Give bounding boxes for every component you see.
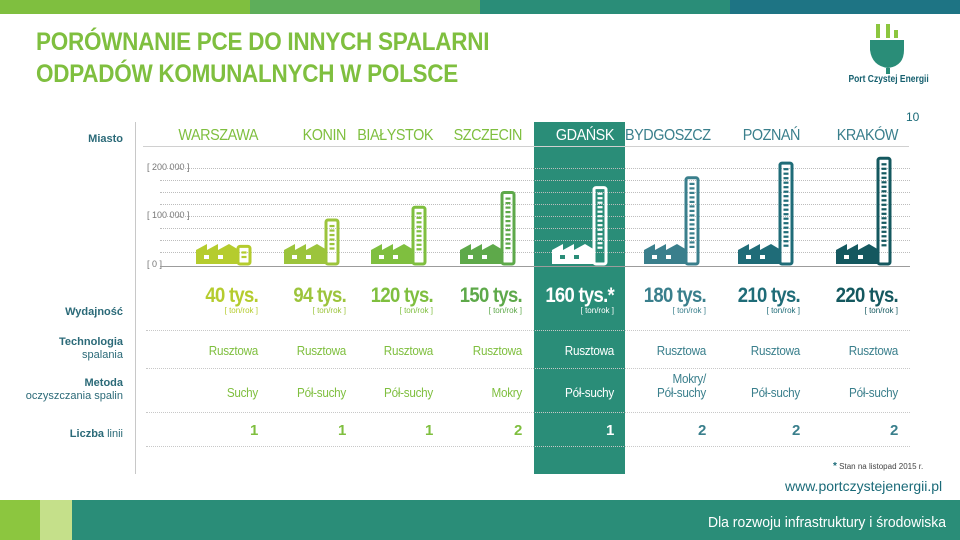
capacity-unit-label: [ ton/rok ]	[766, 306, 800, 315]
row-separator	[146, 446, 910, 447]
lines-cell: 2	[889, 422, 898, 439]
x-axis-baseline	[160, 266, 910, 267]
gridline-minor	[160, 228, 910, 229]
lines-cell: 1	[249, 422, 258, 439]
bottom-bar	[0, 500, 960, 540]
y-tick-label-0: [ 0 ]	[147, 259, 163, 269]
lines-cell: 1	[424, 422, 433, 439]
method-cell: Mokry/Pół-suchy	[657, 371, 706, 400]
capacity-unit-label: [ ton/rok ]	[399, 306, 433, 315]
technology-cell: Rusztowa	[296, 343, 346, 358]
title-line-2: ODPADÓW KOMUNALNYCH W POLSCE	[36, 60, 459, 88]
city-label: POZNAŃ	[742, 127, 801, 144]
row-separator	[146, 330, 910, 331]
factory-bar-warszawa	[196, 244, 252, 266]
method-cell: Pół-suchy	[849, 385, 898, 400]
website-link[interactable]: www.portczystejenergii.pl	[785, 478, 943, 494]
row-separator	[146, 412, 910, 413]
city-label: KONIN	[302, 127, 347, 144]
top-color-strip	[0, 0, 960, 14]
capacity-unit-label: [ ton/rok ]	[580, 306, 614, 315]
gridline-minor	[160, 240, 910, 241]
technology-cell: Rusztowa	[750, 343, 800, 358]
footnote: * Stan na listopad 2015 r.	[833, 461, 924, 472]
capacity-value-label: 120 tys.	[370, 284, 434, 307]
capacity-value-label: 220 tys.	[835, 284, 899, 307]
bottom-bar-accent-pale	[40, 500, 72, 540]
gridline-minor	[160, 192, 910, 193]
capacity-value-label: 40 tys.	[205, 284, 258, 307]
technology-cell: Rusztowa	[472, 343, 522, 358]
row-label-city: Miasto	[88, 133, 123, 145]
technology-cell: Rusztowa	[383, 343, 433, 358]
city-label: KRAKÓW	[836, 127, 899, 144]
bottom-bar-accent-light	[0, 500, 40, 540]
gridline-minor	[160, 180, 910, 181]
port-czystej-energii-logo	[870, 24, 904, 74]
capacity-value-label: 210 tys.	[737, 284, 801, 307]
capacity-unit-label: [ ton/rok ]	[312, 306, 346, 315]
capacity-unit-label: [ ton/rok ]	[672, 306, 706, 315]
city-header-underline	[143, 146, 909, 147]
technology-cell: Rusztowa	[656, 343, 706, 358]
city-label: BYDGOSZCZ	[625, 127, 711, 144]
gridline-minor	[160, 204, 910, 205]
page-number: 10	[906, 110, 920, 124]
capacity-value-label: 160 tys.*	[545, 284, 614, 307]
technology-cell: Rusztowa	[208, 343, 258, 358]
city-label: BIAŁYSTOK	[357, 127, 433, 144]
city-label: GDAŃSK	[555, 127, 615, 144]
row-label-lines: Liczba linii	[69, 428, 123, 440]
label-column-divider	[135, 122, 136, 474]
factory-bar-konin	[284, 218, 340, 266]
lines-cell: 1	[337, 422, 346, 439]
city-label: WARSZAWA	[178, 127, 258, 144]
method-cell: Pół-suchy	[384, 385, 433, 400]
slogan: Dla rozwoju infrastruktury i środowiska	[708, 514, 947, 531]
title-line-1: PORÓWNANIE PCE DO INNYCH SPALARNI	[36, 28, 490, 56]
capacity-value-label: 180 tys.	[643, 284, 707, 307]
lines-cell: 2	[791, 422, 800, 439]
method-cell: Pół-suchy	[297, 385, 346, 400]
method-cell: Suchy	[226, 385, 258, 400]
lines-cell: 2	[697, 422, 706, 439]
row-separator	[146, 368, 910, 369]
row-label-method: Metoda oczyszczania spalin	[25, 377, 123, 402]
row-label-capacity: Wydajność	[65, 306, 123, 318]
y-tick-label-100000: [ 100 000 ]	[147, 210, 190, 220]
factory-bar-kraków	[836, 156, 892, 266]
method-cell: Mokry	[491, 385, 522, 400]
y-tick-label-200000: [ 200 000 ]	[147, 162, 190, 172]
lines-cell: 2	[513, 422, 522, 439]
capacity-value-label: 94 tys.	[293, 284, 346, 307]
gridline-minor	[160, 252, 910, 253]
page-title: PORÓWNANIE PCE DO INNYCH SPALARNI ODPADÓ…	[36, 26, 489, 90]
method-cell: Pół-suchy	[565, 385, 614, 400]
capacity-unit-label: [ ton/rok ]	[864, 306, 898, 315]
gridline-100000	[160, 216, 910, 217]
method-cell: Pół-suchy	[751, 385, 800, 400]
capacity-unit-label: [ ton/rok ]	[488, 306, 522, 315]
technology-cell: Rusztowa	[564, 343, 614, 358]
capacity-unit-label: [ ton/rok ]	[224, 306, 258, 315]
capacity-value-label: 150 tys.	[459, 284, 523, 307]
factory-bar-poznań	[738, 161, 794, 266]
lines-cell: 1	[605, 422, 614, 439]
row-label-technology: Technologia spalania	[59, 336, 123, 361]
logo-text: Port Czystej Energii	[848, 74, 929, 85]
technology-cell: Rusztowa	[848, 343, 898, 358]
city-label: SZCZECIN	[453, 127, 523, 144]
gridline-200000	[160, 168, 910, 169]
